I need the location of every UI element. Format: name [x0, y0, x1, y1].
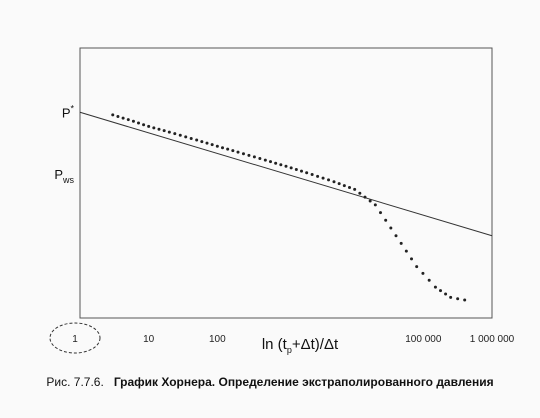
x-tick-label: 10	[143, 334, 155, 345]
series-point-1	[449, 295, 453, 299]
series-point-1	[195, 138, 199, 142]
series-point-1	[415, 265, 419, 269]
x-tick-label: 1	[72, 334, 78, 345]
series-point-1	[353, 187, 357, 191]
x-tick-label: 1 000 000	[470, 334, 515, 345]
series-point-1	[131, 119, 135, 123]
series-point-1	[215, 144, 219, 148]
figure-caption: Рис. 7.7.6. График Хорнера. Определение э…	[0, 375, 540, 389]
series-point-1	[373, 203, 377, 207]
series-point-1	[347, 186, 351, 189]
series-point-1	[258, 157, 262, 161]
series-line-0	[79, 111, 493, 237]
series-point-1	[116, 114, 120, 118]
series-point-1	[300, 169, 304, 173]
y-annotation-p-ws: Pws	[54, 167, 74, 185]
series-point-1	[394, 234, 398, 238]
series-point-1	[427, 278, 431, 282]
series-point-1	[410, 257, 414, 261]
series-point-1	[305, 171, 309, 175]
series-point-1	[226, 147, 230, 151]
series-point-1	[184, 135, 188, 139]
series-point-1	[294, 168, 298, 171]
series-point-1	[327, 178, 331, 182]
series-point-1	[236, 150, 240, 154]
series-point-1	[368, 199, 372, 203]
series-point-1	[399, 241, 403, 245]
x-tick-label: 100 000	[405, 334, 442, 345]
y-annotation-p-star: P*	[62, 103, 75, 120]
series-point-1	[173, 132, 177, 136]
series-point-1	[404, 249, 408, 253]
series-point-1	[463, 298, 467, 302]
series-point-1	[121, 116, 125, 120]
series-point-1	[389, 226, 393, 230]
series-point-1	[252, 155, 256, 159]
series-point-1	[289, 166, 293, 170]
series-point-1	[274, 161, 278, 165]
series-point-1	[200, 140, 204, 144]
figure-number: Рис. 7.7.6.	[46, 375, 104, 389]
series-point-1	[241, 152, 245, 156]
series-point-1	[221, 146, 225, 150]
series-point-1	[456, 297, 460, 301]
series-point-1	[111, 113, 115, 117]
series-point-1	[210, 143, 214, 147]
series-point-1	[342, 184, 346, 188]
series-point-1	[384, 218, 388, 222]
series-point-1	[444, 292, 448, 296]
series-point-1	[263, 158, 267, 162]
series-point-1	[205, 141, 209, 145]
series-point-1	[247, 153, 251, 157]
series-point-1	[178, 133, 182, 137]
series-point-1	[279, 163, 283, 167]
x-tick-label: 100	[209, 334, 226, 345]
series-point-1	[268, 160, 272, 164]
series-point-1	[126, 118, 130, 122]
series-point-1	[147, 124, 151, 128]
series-point-1	[363, 195, 367, 199]
series-point-1	[316, 174, 320, 178]
series-point-1	[137, 121, 141, 125]
series-point-1	[142, 123, 146, 127]
series-point-1	[231, 149, 235, 153]
series-point-1	[162, 129, 166, 133]
series-point-1	[157, 127, 161, 131]
series-point-1	[379, 211, 383, 215]
series-point-1	[310, 173, 314, 177]
series-point-1	[433, 285, 437, 289]
series-point-1	[358, 191, 362, 195]
series-point-1	[421, 271, 425, 275]
series-point-1	[337, 182, 341, 186]
series-point-1	[332, 180, 336, 184]
series-point-1	[167, 130, 171, 134]
series-point-1	[189, 136, 193, 140]
x-axis-label: ln (tp+Δt)/Δt	[262, 336, 339, 355]
plot-frame	[79, 47, 493, 319]
series-point-1	[439, 289, 443, 293]
series-point-1	[321, 176, 325, 180]
x-origin-circle	[49, 322, 101, 354]
figure-title: График Хорнера. Определение экстраполиро…	[113, 375, 494, 389]
series-point-1	[152, 126, 156, 130]
series-point-1	[284, 164, 288, 168]
